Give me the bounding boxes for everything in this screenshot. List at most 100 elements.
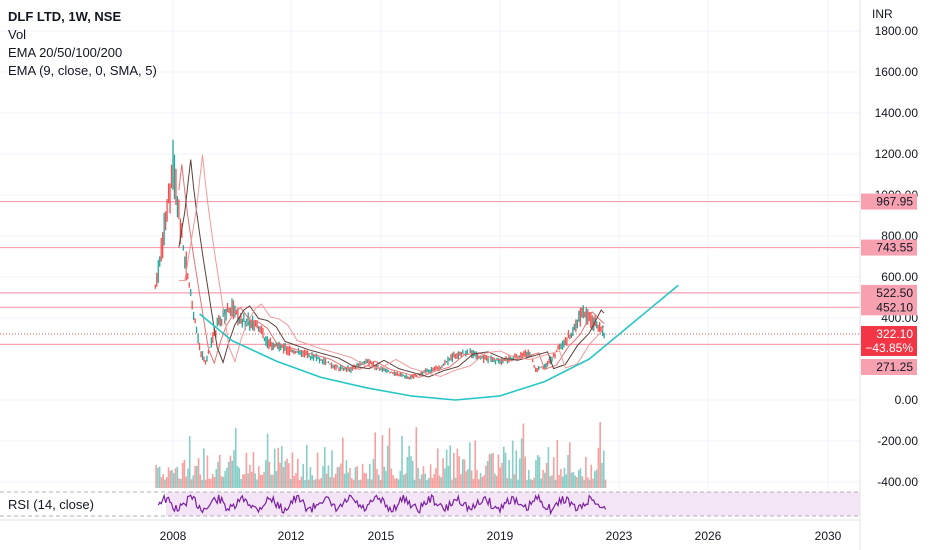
volume-bar <box>429 464 432 488</box>
volume-bar <box>342 437 344 488</box>
volume-bar <box>506 478 509 488</box>
volume-bar <box>220 476 223 488</box>
volume-bar <box>529 479 532 488</box>
volume-bar <box>204 479 207 488</box>
volume-bar <box>211 474 214 488</box>
volume-bar <box>183 459 186 488</box>
volume-bar <box>563 467 566 488</box>
volume-bar <box>576 477 578 488</box>
volume-bar <box>293 476 295 488</box>
legend-ema[interactable]: EMA 20/50/100/200 <box>8 45 123 60</box>
volume-bar <box>392 475 394 488</box>
volume-bar <box>440 477 443 488</box>
volume-bar <box>363 472 366 488</box>
volume-bar <box>403 474 405 488</box>
volume-bar <box>162 474 164 488</box>
volume-bar <box>238 467 241 488</box>
volume-bar <box>447 465 450 488</box>
volume-bar <box>167 467 170 488</box>
volume-bar <box>206 455 209 488</box>
volume-bar <box>291 452 294 488</box>
volume-bar <box>561 476 564 488</box>
volume-bar <box>229 455 232 488</box>
volume-bar <box>277 447 280 488</box>
volume-bar <box>249 464 251 488</box>
volume-bar <box>376 469 378 488</box>
volume-bar <box>256 479 258 488</box>
volume-bar <box>185 476 187 488</box>
volume-bar <box>356 466 358 488</box>
volume-bar <box>374 432 376 488</box>
volume-bar <box>157 467 159 488</box>
y-tick-label: 1200.00 <box>875 147 919 161</box>
volume-bar <box>266 433 269 488</box>
volume-bar <box>397 479 400 488</box>
volume-bar <box>165 477 168 488</box>
volume-bar <box>395 478 398 488</box>
volume-bar <box>504 452 507 488</box>
rsi-label[interactable]: RSI (14, close) <box>8 497 94 512</box>
volume-bar <box>595 469 598 488</box>
volume-bar <box>399 470 402 488</box>
volume-bar <box>470 470 473 488</box>
volume-bar <box>481 476 484 488</box>
volume-bar <box>510 478 512 488</box>
rsi-band <box>166 492 860 516</box>
volume-bar <box>408 445 410 488</box>
level-tag-bg <box>861 299 917 316</box>
volume-bar <box>222 476 225 488</box>
volume-bar <box>542 469 544 488</box>
volume-bar <box>522 423 525 488</box>
volume-bar <box>306 444 308 488</box>
volume-bar <box>180 478 182 488</box>
volume-bar <box>369 464 371 488</box>
volume-bar <box>531 479 534 488</box>
x-tick-label: 2026 <box>695 529 722 543</box>
x-tick-label: 2023 <box>606 529 633 543</box>
volume-bar <box>579 468 582 488</box>
volume-bar <box>594 471 596 488</box>
volume-bar <box>171 470 173 488</box>
volume-bar <box>174 468 177 488</box>
legend-vol[interactable]: Vol <box>8 27 27 42</box>
volume-bar <box>213 477 216 488</box>
volume-bar <box>252 452 255 488</box>
legend-title[interactable]: DLF LTD, 1W, NSE <box>8 9 122 24</box>
volume-bar <box>502 446 505 488</box>
volume-bar <box>302 464 304 488</box>
volume-bar <box>245 452 248 488</box>
volume-bar <box>307 479 310 488</box>
volume-bar <box>190 479 193 488</box>
volume-bar <box>231 460 234 488</box>
volume-bar <box>426 479 428 488</box>
volume-bar <box>444 468 446 488</box>
volume-bar <box>173 473 175 488</box>
cup-arc <box>199 284 679 401</box>
volume-bar <box>454 477 457 488</box>
volume-bar <box>331 450 333 488</box>
volume-bar <box>495 475 498 488</box>
volume-bar <box>438 475 441 488</box>
volume-bar <box>210 478 212 488</box>
volume-bar <box>379 479 382 488</box>
volume-bar <box>286 458 288 488</box>
volume-bar <box>243 474 246 488</box>
volume-bar <box>259 475 262 488</box>
legend-ema9[interactable]: EMA (9, close, 0, SMA, 5) <box>8 63 157 78</box>
volume-bar <box>486 461 489 488</box>
ema-line-50 <box>178 159 605 378</box>
volume-bar <box>367 479 369 488</box>
volume-bar <box>309 467 312 488</box>
volume-bar <box>552 457 555 488</box>
currency-label: INR <box>872 7 893 21</box>
volume-bar <box>336 467 339 488</box>
volume-bar <box>279 462 281 488</box>
volume-bar <box>313 479 315 488</box>
volume-bar <box>351 478 353 488</box>
volume-bar <box>436 448 439 488</box>
volume-bar <box>280 446 283 488</box>
volume-bar <box>469 442 471 488</box>
volume-bar <box>456 448 459 488</box>
